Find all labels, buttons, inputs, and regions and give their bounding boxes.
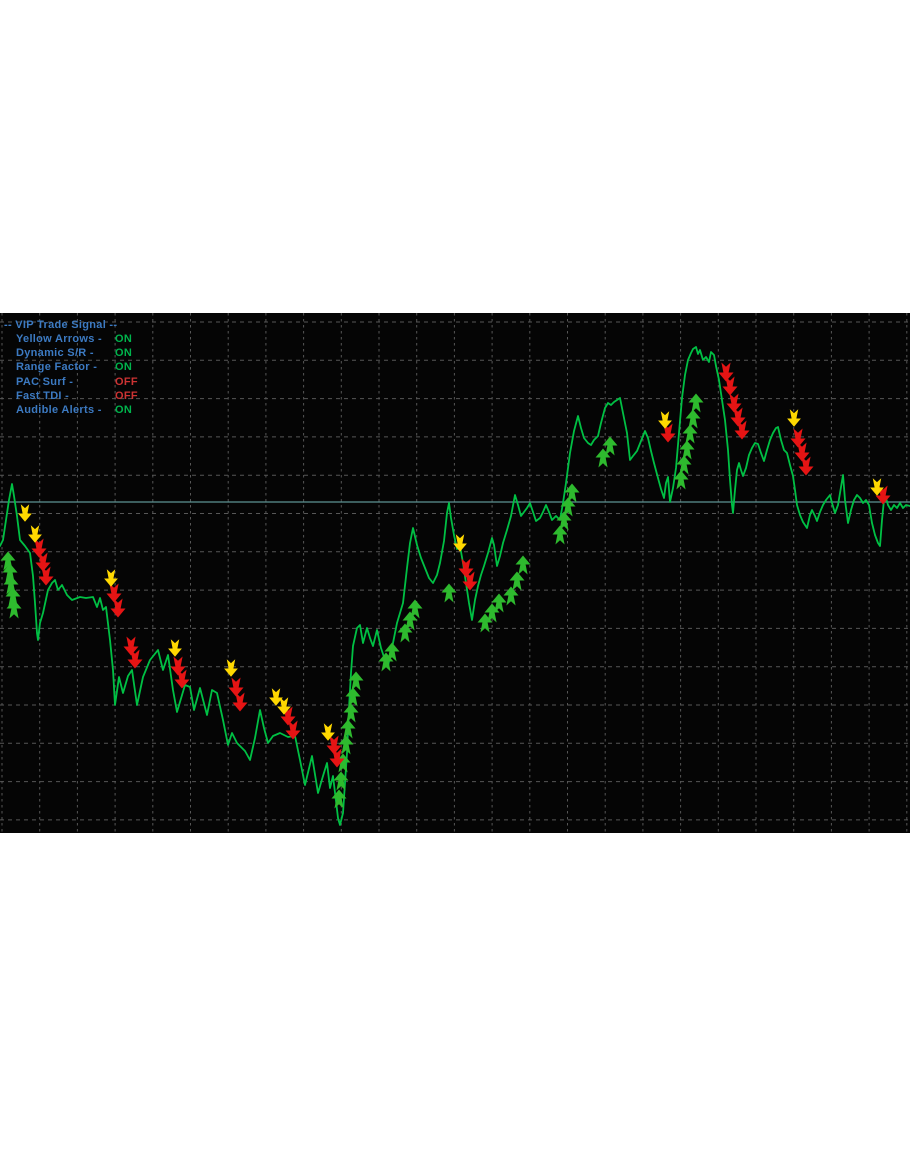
legend-row-pac-surf: PAC Surf - OFF — [4, 375, 138, 389]
indicator-legend: -- VIP Trade Signal -- Yellow Arrows - O… — [4, 318, 138, 417]
buy-signal-arrows — [0, 393, 704, 809]
chart-panel[interactable]: -- VIP Trade Signal -- Yellow Arrows - O… — [0, 313, 910, 833]
status-value: ON — [115, 361, 133, 374]
status-value: ON — [115, 403, 133, 416]
price-chart-canvas[interactable] — [0, 313, 910, 833]
legend-label: PAC Surf - — [16, 375, 74, 388]
legend-label: Range Factor - — [16, 361, 98, 374]
sell-signal-arrows — [31, 362, 891, 768]
legend-label: Audible Alerts - — [16, 403, 102, 416]
legend-row-range-factor: Range Factor - ON — [4, 360, 132, 374]
legend-label: Yellow Arrows - — [16, 333, 103, 345]
price-line — [0, 346, 910, 826]
grid-lines — [0, 313, 910, 833]
yellow-signal-arrows — [18, 409, 884, 741]
legend-label: Fast TDI - — [16, 389, 70, 402]
legend-row-yellow-arrows: Yellow Arrows - ON — [4, 332, 132, 346]
status-value: ON — [115, 347, 133, 360]
legend-label: Dynamic S/R - — [16, 347, 94, 360]
status-value: ON — [115, 333, 133, 345]
legend-row-audible-alerts: Audible Alerts - ON — [4, 403, 132, 417]
legend-row-fast-tdi: Fast TDI - OFF — [4, 389, 138, 403]
legend-title: -- VIP Trade Signal -- — [4, 319, 118, 331]
legend-row-dynamic-sr: Dynamic S/R - ON — [4, 346, 132, 360]
status-value: OFF — [115, 375, 138, 388]
status-value: OFF — [115, 389, 138, 402]
